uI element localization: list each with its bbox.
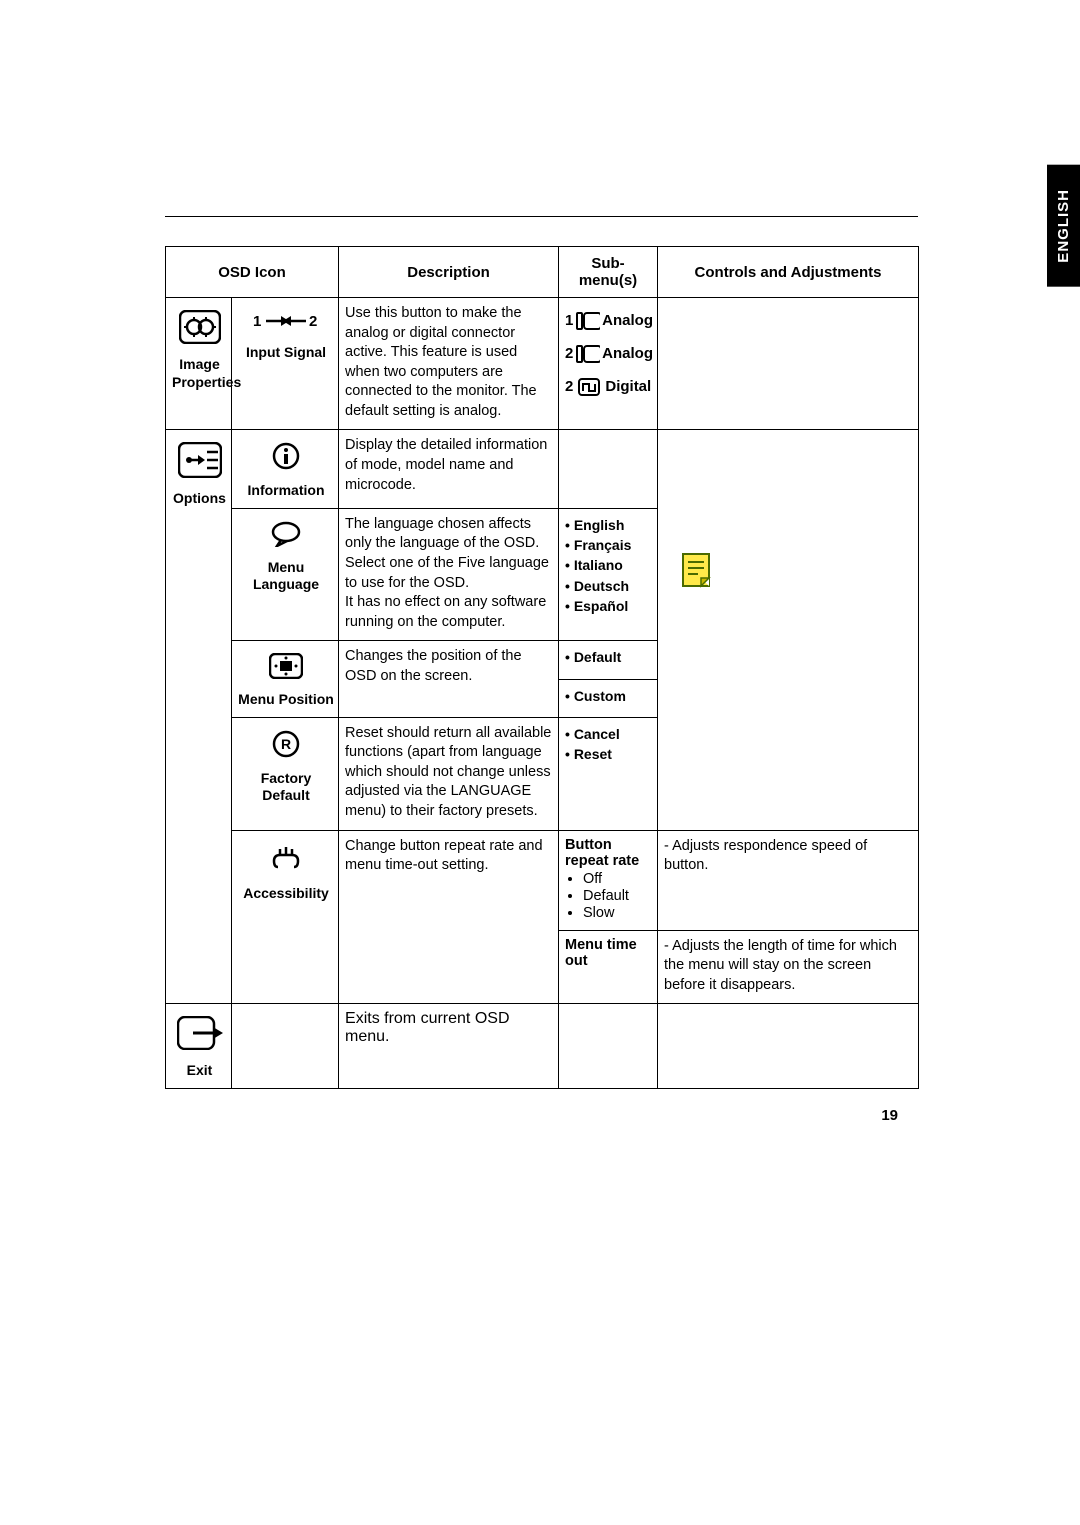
exit-label: Exit <box>172 1062 227 1080</box>
menu-language-label: Menu Language <box>238 559 334 594</box>
osd-table: OSD Icon Description Sub-menu(s) Control… <box>165 246 918 1089</box>
factory-default-submenus: Cancel Reset <box>565 724 653 765</box>
svg-text:1: 1 <box>253 313 261 330</box>
accessibility-sub-timeout: Menu time out <box>559 930 658 1004</box>
svg-text:R: R <box>281 736 291 752</box>
row-exit: Exit Exits from current OSD menu. <box>166 1004 919 1089</box>
digital-connector-icon <box>575 376 603 398</box>
input-signal-icon: 12 <box>253 310 319 336</box>
accessibility-icon <box>270 843 302 877</box>
exit-icon <box>177 1016 223 1054</box>
options-icon <box>178 442 222 482</box>
factory-default-label: Factory Default <box>238 770 334 805</box>
accessibility-desc: Change button repeat rate and menu time-… <box>339 830 559 1004</box>
page-number: 19 <box>881 1107 898 1124</box>
input-signal-controls <box>658 298 919 430</box>
image-properties-label: Image Properties <box>172 356 227 391</box>
menu-position-sub-custom: Custom <box>559 679 658 717</box>
exit-desc: Exits from current OSD menu. <box>339 1004 559 1089</box>
exit-submenus <box>559 1004 658 1089</box>
accessibility-label: Accessibility <box>238 885 334 903</box>
menu-position-desc: Changes the position of the OSD on the s… <box>339 641 559 718</box>
exit-controls <box>658 1004 919 1089</box>
analog-connector-icon <box>575 310 600 332</box>
factory-default-icon: R <box>272 730 300 762</box>
options-controls <box>658 430 919 830</box>
language-tab: ENGLISH <box>1047 165 1080 287</box>
row-information: Options Information Display the detailed… <box>166 430 919 509</box>
menu-language-submenus: English Français Italiano Deutsch Españo… <box>565 515 653 616</box>
menu-language-desc: The language chosen affects only the lan… <box>339 508 559 640</box>
menu-language-icon <box>271 521 301 551</box>
image-properties-icon <box>179 310 221 348</box>
information-icon <box>272 442 300 474</box>
input-signal-submenus: 1Analog 2Analog 2Digital <box>565 304 653 403</box>
analog-connector-icon <box>575 343 600 365</box>
information-submenus <box>559 430 658 509</box>
row-input-signal: Image Properties 12 Input Signal Use thi… <box>166 298 919 430</box>
accessibility-ctrl-rate: - Adjusts respondence speed of button. <box>658 830 919 930</box>
header-controls: Controls and Adjustments <box>658 247 919 298</box>
factory-default-desc: Reset should return all available functi… <box>339 717 559 830</box>
input-signal-label: Input Signal <box>238 344 334 362</box>
exit-icon-cell <box>232 1004 339 1089</box>
menu-position-icon <box>269 653 303 683</box>
header-osd-icon: OSD Icon <box>166 247 339 298</box>
header-submenus: Sub-menu(s) <box>559 247 658 298</box>
input-signal-desc: Use this button to make the analog or di… <box>339 298 559 430</box>
header-description: Description <box>339 247 559 298</box>
accessibility-ctrl-timeout: - Adjusts the length of time for which t… <box>658 930 919 1004</box>
options-label: Options <box>172 490 227 508</box>
information-desc: Display the detailed information of mode… <box>339 430 559 509</box>
svg-text:2: 2 <box>309 313 317 330</box>
row-accessibility-rate: Accessibility Change button repeat rate … <box>166 830 919 930</box>
menu-position-sub-default: Default <box>559 641 658 679</box>
table-header-row: OSD Icon Description Sub-menu(s) Control… <box>166 247 919 298</box>
accessibility-sub-rate: Button repeat rate Off Default Slow <box>565 837 653 921</box>
information-label: Information <box>238 482 334 500</box>
menu-position-label: Menu Position <box>238 691 334 709</box>
header-rule <box>165 216 918 217</box>
